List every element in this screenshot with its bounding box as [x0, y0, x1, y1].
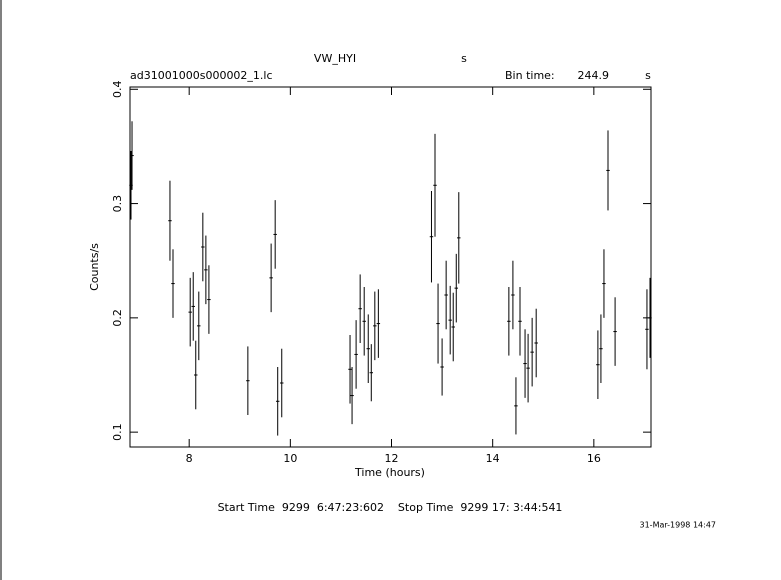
chart-title: VW_HYI [314, 52, 356, 65]
y-tick-label: 0.2 [111, 309, 124, 327]
x-tick-label: 16 [587, 452, 601, 465]
x-tick-label: 8 [186, 452, 193, 465]
y-tick-label: 0.4 [111, 81, 124, 99]
y-tick-label: 0.3 [111, 195, 124, 213]
bin-time: 244.9 [578, 69, 610, 82]
x-tick-label: 10 [283, 452, 297, 465]
y-axis-label: Counts/s [88, 243, 101, 291]
footer: Start Time 9299 6:47:23:602 Stop Time 92… [218, 501, 563, 514]
x-axis-label: Time (hours) [354, 466, 425, 479]
y-tick-label: 0.1 [111, 423, 124, 441]
title-unit: s [461, 52, 467, 65]
bin-unit: s [645, 69, 651, 82]
x-tick-label: 14 [486, 452, 500, 465]
file-name: ad31001000s000002_1.lc [130, 69, 273, 82]
x-tick-label: 12 [385, 452, 399, 465]
plot-frame [129, 86, 652, 448]
date: 31-Mar-1998 14:47 [640, 521, 717, 530]
bin-label: Bin time: [505, 69, 555, 82]
